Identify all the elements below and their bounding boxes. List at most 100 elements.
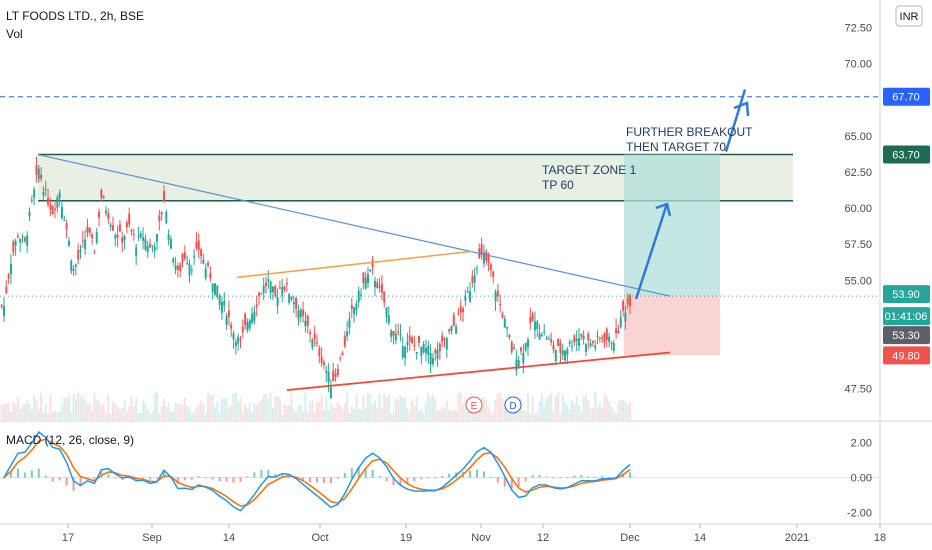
volume-bar	[387, 394, 390, 420]
candle-body	[91, 234, 94, 238]
price-badge-label: 01:41:06	[885, 311, 928, 323]
time-axis[interactable]: 17 Sep 14 Oct 19 Nov 12 Dec 14 2021 18	[62, 524, 886, 544]
symbol-title[interactable]: LT FOODS LTD., 2h, BSE	[6, 9, 144, 23]
macd-tick-label: 2.00	[851, 438, 872, 450]
candle-body	[304, 320, 307, 327]
candle-body	[503, 318, 506, 328]
volume-bar	[28, 404, 31, 420]
candle-body	[566, 349, 569, 355]
candle-body	[9, 263, 12, 275]
volume-bar	[536, 412, 539, 420]
volume-bar	[529, 413, 532, 420]
volume-bar	[397, 400, 400, 420]
macd-histogram-bar	[156, 477, 159, 479]
volume-bar	[142, 400, 145, 420]
price-tick-label: 70.00	[844, 59, 872, 71]
volume-bar	[44, 403, 47, 420]
price-tick-label: 60.00	[844, 203, 872, 215]
candle-body	[547, 337, 550, 340]
price-tick-label: 47.50	[844, 384, 872, 396]
volume-bar	[84, 399, 87, 420]
macd-histogram-bar	[608, 476, 611, 478]
macd-histogram-bar	[9, 471, 12, 478]
candle-body	[367, 274, 370, 284]
volume-bar	[441, 405, 444, 420]
macd-histogram-bar	[316, 477, 318, 483]
macd-histogram-bar	[253, 472, 256, 478]
macd-histogram-bar	[503, 477, 506, 487]
candle-body	[394, 333, 397, 341]
time-tick-label: 19	[400, 532, 412, 544]
candle-body	[385, 307, 388, 318]
time-tick-label: Oct	[311, 532, 328, 544]
volume-bar	[487, 406, 490, 420]
macd-histogram-bar	[441, 476, 444, 478]
price-axis[interactable]: 72.50 70.00 65.00 62.50 60.00 57.50 55.00 47.50	[844, 22, 872, 395]
candle-body	[603, 333, 606, 343]
volume-bar	[14, 404, 17, 420]
macd-histogram-bar	[378, 476, 381, 478]
volume-bar	[561, 394, 564, 420]
candle-body	[144, 239, 147, 250]
candle-body	[533, 321, 536, 331]
macd-histogram-bar	[350, 467, 353, 478]
volume-bar	[350, 406, 353, 420]
volume-bar	[355, 394, 358, 420]
volume-bar	[151, 411, 154, 420]
candle-body	[404, 346, 407, 359]
earnings-marker[interactable]	[465, 396, 483, 414]
candle-body	[179, 264, 182, 272]
dividend-marker[interactable]	[504, 396, 522, 414]
candle-body	[218, 296, 221, 306]
volume-bar	[362, 395, 365, 420]
volume-bar	[438, 409, 441, 420]
resistance-line	[236, 250, 473, 279]
currency-button[interactable]	[895, 5, 923, 27]
volume-bar	[255, 405, 258, 420]
candle-body	[207, 262, 210, 266]
candle-body	[346, 331, 349, 337]
macd-histogram-bar	[128, 477, 131, 479]
price-badge	[883, 346, 930, 365]
volume-bar	[353, 409, 356, 420]
macd-histogram-bar	[3, 477, 5, 479]
candle-body	[350, 304, 353, 310]
time-tick-label: 14	[223, 532, 235, 544]
candle-body	[35, 165, 38, 176]
volume-bar	[413, 405, 416, 420]
price-badge	[883, 145, 930, 164]
volume-bar	[172, 411, 175, 420]
macd-histogram-bar	[37, 468, 40, 478]
volume-bar	[37, 409, 40, 420]
volume-bar	[204, 413, 207, 420]
candle-body	[371, 259, 374, 268]
volume-bar	[503, 400, 506, 420]
volume-bar	[591, 408, 594, 420]
volume-bar	[475, 409, 478, 420]
volume-bar	[390, 413, 393, 420]
volume-label[interactable]: Vol	[6, 27, 23, 41]
macd-line	[3, 431, 631, 512]
volume-bar	[615, 413, 618, 420]
volume-bar	[420, 408, 423, 420]
candle-body	[74, 264, 77, 267]
volume-bar	[318, 402, 321, 420]
volume-bar	[158, 413, 161, 420]
volume-bar	[40, 392, 43, 420]
candle-body	[564, 350, 567, 361]
dividend-marker-label: D	[509, 401, 516, 412]
macd-histogram-bar	[594, 476, 597, 478]
volume-bar	[290, 393, 293, 420]
candle-body	[169, 239, 172, 249]
candle-body	[248, 320, 251, 329]
currency-label: INR	[900, 11, 919, 23]
candle-body	[362, 272, 365, 283]
volume-bar	[16, 396, 19, 420]
volume-bar	[320, 395, 323, 420]
macd-axis[interactable]: 2.00 0.00 -2.00	[847, 438, 872, 520]
macd-label[interactable]: MACD (12, 26, close, 9)	[6, 433, 134, 447]
price-tick-label: 57.50	[844, 239, 872, 251]
price-tick-label: 72.50	[844, 22, 872, 34]
volume-bar	[594, 392, 597, 420]
macd-histogram-bar	[302, 477, 305, 482]
